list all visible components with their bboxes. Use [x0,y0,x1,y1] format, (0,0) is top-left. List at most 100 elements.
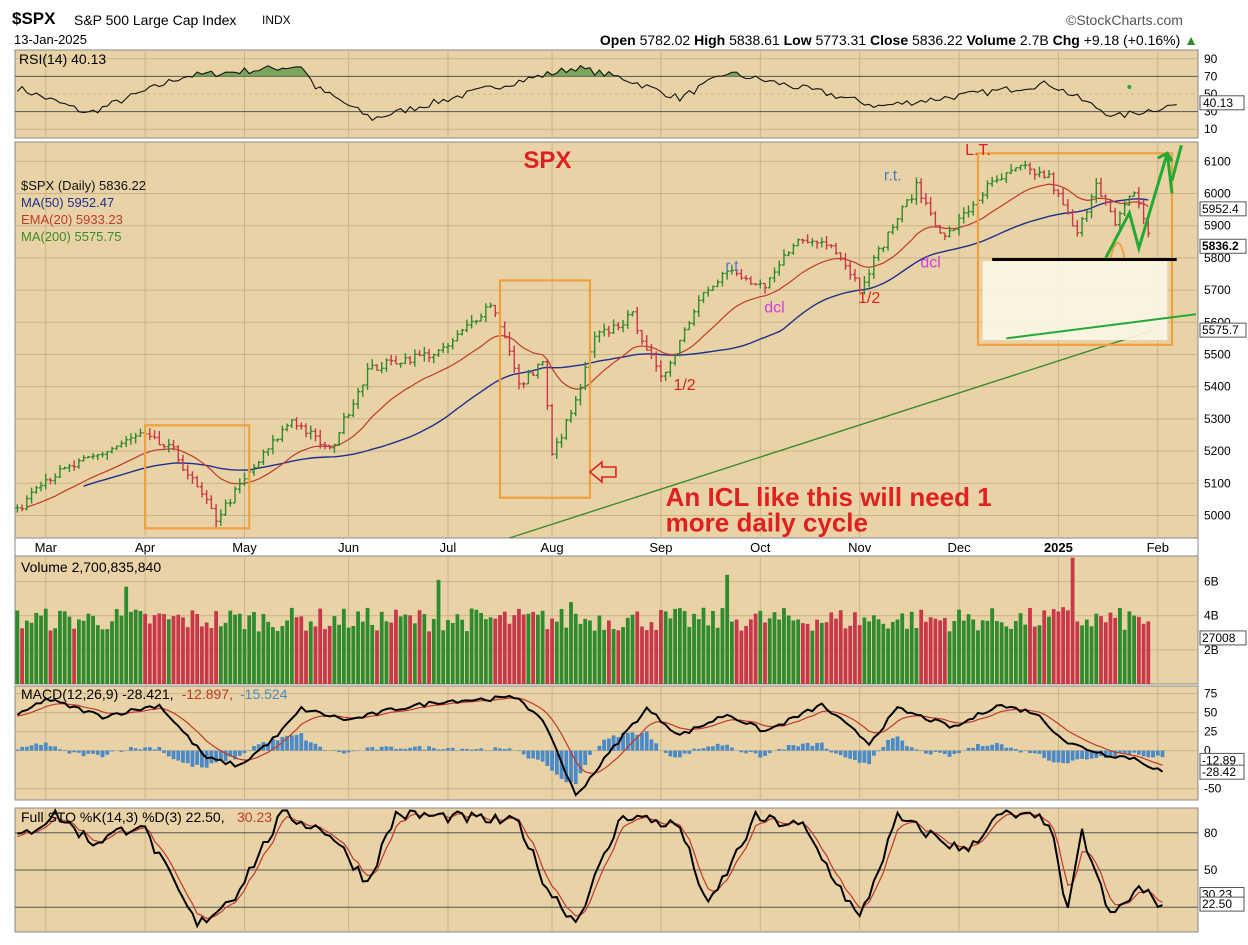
macd-histogram-bar [966,747,971,751]
volume-bar [1009,628,1013,684]
macd-histogram-bar [218,750,223,760]
volume-bar [58,610,62,684]
price-candle [1132,191,1137,198]
volume-bar [507,623,512,684]
price-candle [696,295,701,318]
low-value: 5773.31 [815,32,867,48]
price-candle [1042,170,1047,179]
volume-bar [696,619,701,684]
macd-histogram-bar [1056,750,1061,763]
price-candle [502,321,507,339]
price-tick-label: 5900 [1204,219,1231,233]
macd-histogram-bar [867,750,872,765]
x-tick-label: Jul [440,540,457,555]
macd-legend-item: MACD(12,26,9) -28.421, [21,686,174,702]
macd-histogram-bar [398,748,403,751]
price-candle [133,432,138,444]
volume-bar [370,624,375,684]
volume-bar [635,611,640,684]
volume-bar [583,618,588,684]
volume-bar [124,586,129,684]
volume-bar [640,626,644,684]
macd-histogram-bar [517,750,521,752]
volume-bar [517,608,521,684]
volume-bar [195,614,200,684]
x-tick-label: Aug [541,540,564,555]
price-candle [824,235,829,250]
price-candle [313,428,318,442]
price-candle [124,435,129,448]
highlight-box [976,152,1174,346]
volume-bar [256,631,261,684]
volume-bar [181,617,185,684]
volume-bar [204,622,209,684]
volume-bar [961,620,966,684]
price-legend-item: MA(50) 5952.47 [21,195,114,210]
volume-bar [824,622,829,684]
volume-bar [1141,623,1146,684]
sto-value-tag [1199,896,1245,912]
macd-histogram-bar [365,747,370,751]
volume-bar [417,610,422,684]
price-candle [942,232,947,241]
macd-legend-item: -12.897, [182,686,233,702]
volume-bar [659,609,663,684]
volume-bar [209,628,214,684]
macd-histogram-bar [554,750,559,775]
macd-histogram-bar [1127,750,1132,755]
price-candle [1032,168,1037,180]
rsi-line [16,65,1177,122]
volume-bar [166,619,171,684]
price-candle [176,445,181,464]
volume-bar [554,621,559,684]
price-candle [919,178,924,204]
macd-histogram-bar [838,750,843,756]
macd-histogram-bar [62,749,67,751]
macd-histogram-bar [1155,750,1160,756]
volume-value: 2.7B [1019,32,1049,48]
macd-histogram-bar [408,747,413,751]
price-candle [441,342,446,354]
macd-histogram-bar [578,750,583,774]
volume-bar [1099,616,1103,684]
volume-bar [91,615,95,684]
x-tick-label: Nov [848,540,872,555]
macd-histogram-bar [67,750,72,754]
chg-value: +9.18 (+0.16%) [1083,32,1181,48]
volume-bar [938,620,942,684]
price-candle [72,460,77,471]
macd-histogram-bar [663,750,668,753]
price-candle [251,463,256,477]
macd-histogram-bar [976,743,980,751]
macd-histogram-bar [190,750,195,767]
macd-histogram-bar [29,745,34,751]
rsi-value-tag-text: 40.13 [1203,96,1233,110]
low-label: Low [783,32,812,48]
macd-histogram-bar [304,740,308,751]
price-candle [48,477,53,485]
volume-bar [980,620,985,684]
volume-bar [323,629,327,684]
price-tick-label: 6100 [1204,154,1231,168]
volume-bar [763,622,767,684]
volume-bar [502,611,507,684]
stockcharts-brand[interactable]: ©StockCharts.com [1066,12,1183,28]
macd-histogram-bar [422,749,427,751]
price-candle [488,302,493,309]
volume-bar [1051,609,1056,684]
volume-bar [753,613,758,684]
price-candle [450,337,455,350]
price-candle [469,315,474,329]
volume-bar [67,616,72,684]
macd-histogram-bar [980,746,985,751]
volume-bar [138,611,143,684]
price-candle [559,433,564,448]
volume-bar [375,630,379,684]
price-candle [76,458,81,469]
macd-histogram-bar [1136,750,1141,755]
macd-histogram-bar [890,738,895,751]
sto-tick-label: 80 [1204,826,1218,840]
volume-bar [782,608,786,684]
macd-histogram-bar [394,749,398,751]
macd-histogram-bar [933,750,938,752]
